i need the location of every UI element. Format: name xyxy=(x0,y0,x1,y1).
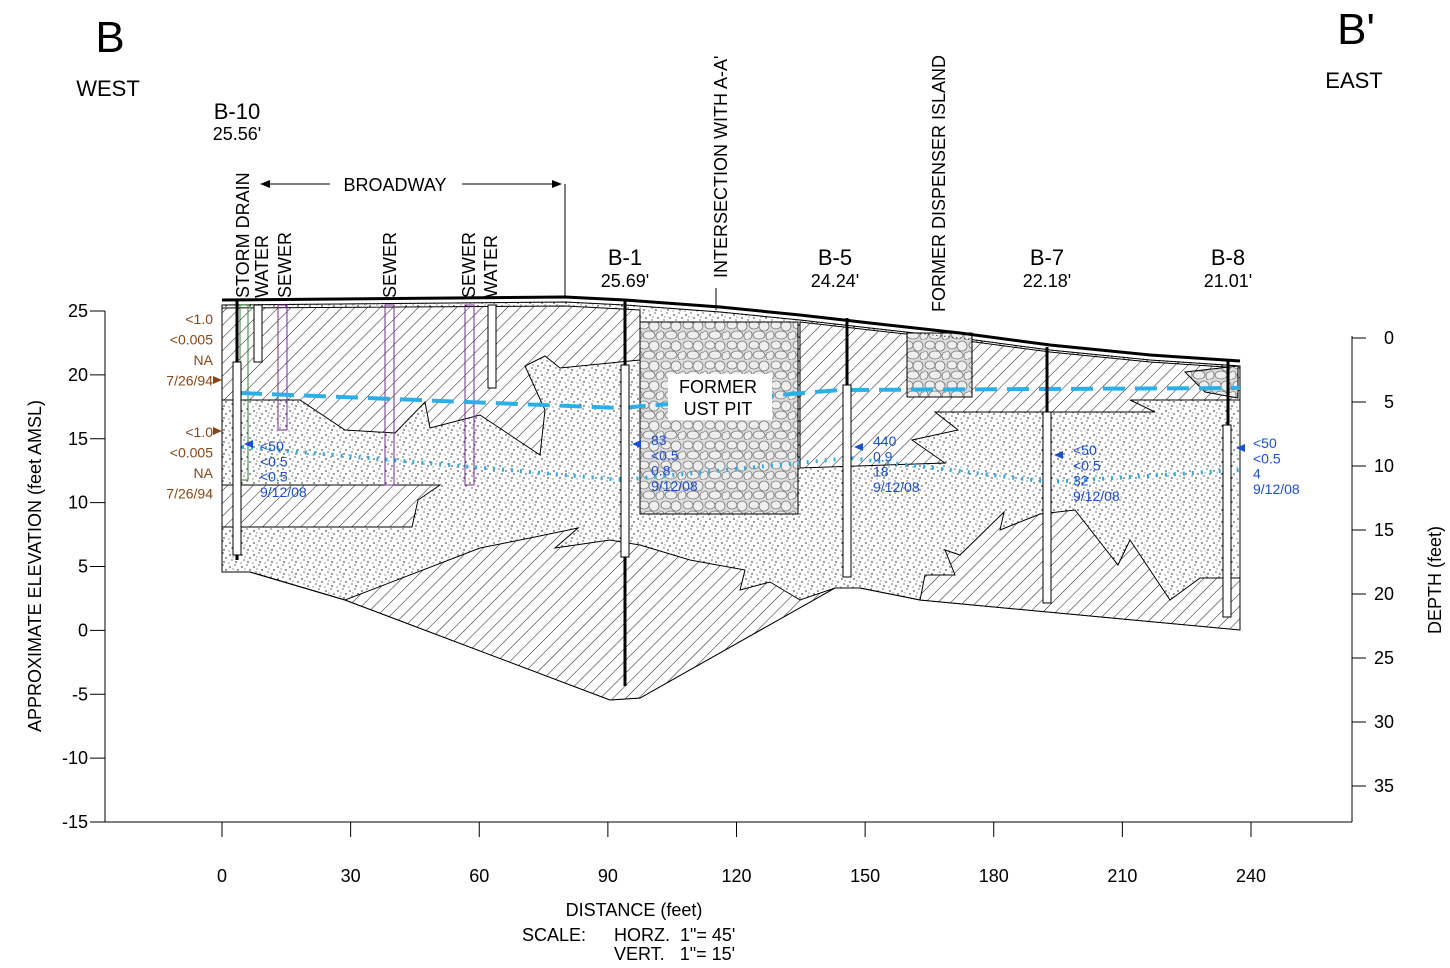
boring-elevation: 25.69' xyxy=(601,271,649,291)
ust-pit-label: FORMER xyxy=(679,377,757,397)
boring-elevation: 21.01' xyxy=(1204,271,1252,291)
sample-result: 9/12/08 xyxy=(1253,481,1300,497)
elevation-tick-label: 15 xyxy=(68,429,88,449)
section-start: B xyxy=(95,13,124,62)
sample-result: 0.8 xyxy=(651,463,671,479)
boring-elevation: 24.24' xyxy=(811,271,859,291)
arrow-head xyxy=(260,180,270,188)
depth-tick-label: 20 xyxy=(1374,584,1394,604)
sample-marker xyxy=(213,427,222,435)
dispenser-label: FORMER DISPENSER ISLAND xyxy=(929,55,949,312)
broadway-label: BROADWAY xyxy=(343,175,446,195)
intersection-label: INTERSECTION WITH A-A' xyxy=(711,56,731,278)
distance-tick-label: 120 xyxy=(721,866,751,886)
depth-tick-label: 15 xyxy=(1374,520,1394,540)
elevation-tick-label: -5 xyxy=(72,684,88,704)
boring-elevation: 22.18' xyxy=(1023,271,1071,291)
boring-name: B-1 xyxy=(608,245,642,270)
depth-tick-label: 5 xyxy=(1384,392,1394,412)
well-screen xyxy=(233,362,241,555)
well-screen xyxy=(621,365,629,557)
sample-result: 7/26/94 xyxy=(166,486,213,502)
boring-name: B-8 xyxy=(1211,245,1245,270)
middle-clay xyxy=(222,485,440,527)
ust-pit-label: UST PIT xyxy=(684,399,753,419)
elevation-tick-label: -10 xyxy=(62,748,88,768)
sample-result: <0.005 xyxy=(170,332,213,348)
boring-name: B-5 xyxy=(818,245,852,270)
utility-label: STORM DRAIN xyxy=(233,172,253,298)
utility-label: WATER xyxy=(481,235,501,298)
distance-tick-label: 60 xyxy=(469,866,489,886)
distance-tick-label: 180 xyxy=(979,866,1009,886)
sample-result: 9/12/08 xyxy=(260,484,307,500)
sample-result: <50 xyxy=(1073,442,1097,458)
scale-horizontal: HORZ. 1"= 45' xyxy=(614,925,735,945)
water-pipe xyxy=(254,305,262,362)
sample-marker xyxy=(213,376,222,384)
section-end: B' xyxy=(1337,5,1375,54)
utility-label: WATER xyxy=(252,235,272,298)
elevation-tick-label: -15 xyxy=(62,812,88,832)
water-pipe xyxy=(488,305,496,388)
cross-section: B WEST B' EAST B-1 xyxy=(0,0,1450,968)
boring-elevation: 25.56' xyxy=(213,124,261,144)
distance-tick-label: 240 xyxy=(1236,866,1266,886)
distance-tick-label: 90 xyxy=(598,866,618,886)
distance-tick-label: 30 xyxy=(341,866,361,886)
depth-tick-label: 30 xyxy=(1374,712,1394,732)
sample-result: NA xyxy=(194,465,214,481)
well-screen xyxy=(843,385,851,577)
sample-result: 7/26/94 xyxy=(166,373,213,389)
distance-tick-label: 150 xyxy=(850,866,880,886)
sample-result: 4 xyxy=(1253,466,1261,482)
sample-result: <0.5 xyxy=(1253,450,1281,466)
sample-result: 32 xyxy=(1073,473,1089,489)
sample-result: <0.5 xyxy=(1073,457,1101,473)
depth-tick-label: 0 xyxy=(1384,328,1394,348)
sample-result: 83 xyxy=(651,432,667,448)
utility-label: SEWER xyxy=(459,232,479,298)
sample-result: 18 xyxy=(873,464,889,480)
sample-result: 0.9 xyxy=(873,448,893,464)
distance-tick-label: 210 xyxy=(1107,866,1137,886)
elevation-tick-label: 0 xyxy=(78,620,88,640)
sample-result: <0.005 xyxy=(170,445,213,461)
direction-west: WEST xyxy=(76,76,140,101)
depth-axis-title: DEPTH (feet) xyxy=(1425,526,1445,634)
well-screen xyxy=(1043,412,1051,603)
utility-label: SEWER xyxy=(380,232,400,298)
scale-label: SCALE: xyxy=(522,925,586,945)
sample-result: <50 xyxy=(260,438,284,454)
boring-name: B-7 xyxy=(1030,245,1064,270)
elevation-axis-title: APPROXIMATE ELEVATION (feet AMSL) xyxy=(25,400,45,732)
sample-result: <50 xyxy=(1253,435,1277,451)
sample-result: <0.5 xyxy=(260,453,288,469)
sample-result: NA xyxy=(194,352,214,368)
sample-result: <1.0 xyxy=(185,424,213,440)
well-screen xyxy=(1223,425,1231,617)
distance-tick-label: 0 xyxy=(217,866,227,886)
depth-tick-label: 25 xyxy=(1374,648,1394,668)
sample-result: 9/12/08 xyxy=(873,479,920,495)
utility-label: SEWER xyxy=(275,232,295,298)
sample-result: 9/12/08 xyxy=(651,478,698,494)
sample-result: <0.5 xyxy=(260,469,288,485)
sample-result: <1.0 xyxy=(185,311,213,327)
elevation-tick-label: 20 xyxy=(68,365,88,385)
elevation-tick-label: 25 xyxy=(68,301,88,321)
sample-result: 440 xyxy=(873,433,897,449)
boring-name: B-10 xyxy=(214,99,260,124)
arrow-head xyxy=(552,180,562,188)
distance-axis-title: DISTANCE (feet) xyxy=(566,900,703,920)
depth-tick-label: 35 xyxy=(1374,776,1394,796)
sample-result: <0.5 xyxy=(651,447,679,463)
direction-east: EAST xyxy=(1325,68,1382,93)
sample-result: 9/12/08 xyxy=(1073,488,1120,504)
depth-tick-label: 10 xyxy=(1374,456,1394,476)
elevation-tick-label: 5 xyxy=(78,557,88,577)
scale-vertical: VERT. 1"= 15' xyxy=(614,944,735,964)
elevation-tick-label: 10 xyxy=(68,493,88,513)
